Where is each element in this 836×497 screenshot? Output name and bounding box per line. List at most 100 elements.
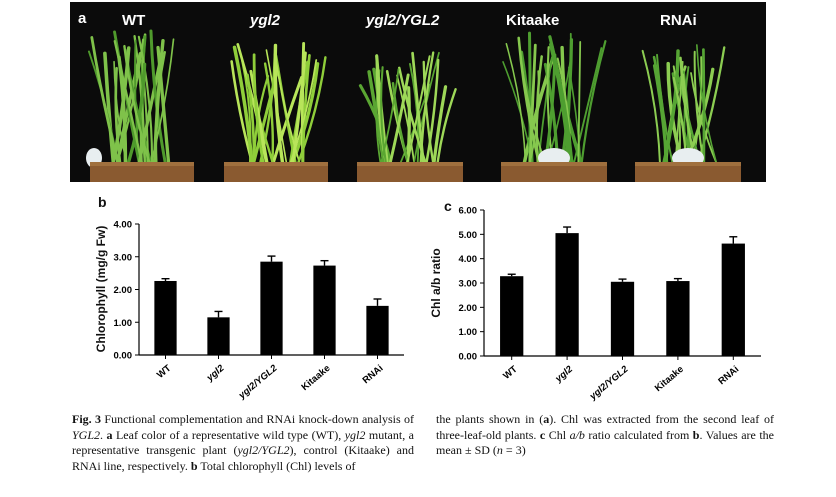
pot-rim	[357, 162, 463, 166]
caption-fragment: a	[543, 412, 550, 426]
caption-fragment: mutant, a representative transgenic plan…	[72, 427, 415, 458]
leaf	[422, 60, 435, 164]
leaf	[113, 40, 143, 164]
leaf	[641, 49, 661, 163]
chart-c: 0.00 1.00 2.00 3.00 4.00 5.00 6.00 WT ygl2 ygl2/Y…	[459, 206, 761, 403]
caption-fragment: ratio calculated from	[584, 427, 693, 442]
leaf	[263, 62, 275, 164]
bar	[154, 280, 177, 355]
leaf	[90, 36, 120, 164]
leaf	[519, 58, 546, 163]
leaf	[528, 43, 537, 164]
panel-b-letter: b	[98, 194, 107, 210]
bar	[260, 261, 283, 355]
panel-c-letter: c	[444, 198, 452, 214]
photo-label-ygl2: ygl2	[250, 12, 281, 29]
pot	[357, 162, 463, 182]
plant-pot-4	[635, 44, 741, 182]
leaf	[537, 56, 553, 163]
leaf	[697, 46, 726, 164]
bar	[666, 281, 690, 356]
leaf	[230, 60, 254, 164]
pot	[501, 162, 607, 182]
pot-rim	[224, 162, 328, 166]
figure-caption-right: the plants shown in (a). Chl was extract…	[436, 412, 774, 459]
x-tick-label: Kitaake	[653, 364, 686, 394]
y-tick-label: 0.00	[459, 352, 478, 363]
photo-label-kitaake: Kitaake	[506, 12, 560, 29]
leaf	[656, 53, 674, 163]
plant-photo-panel: a WT ygl2 ygl2/YGL2 Kitaake RNAi	[70, 2, 766, 182]
bar	[207, 317, 230, 355]
leaf	[289, 59, 318, 163]
leaf	[274, 57, 301, 163]
leaf	[149, 29, 167, 164]
leaf	[123, 44, 151, 164]
caption-fragment: .	[100, 427, 107, 442]
leaf	[380, 66, 387, 164]
caption-fragment: a/b	[569, 427, 585, 442]
photo-label-rnai: RNAi	[660, 12, 697, 29]
plant-pot-1	[224, 41, 328, 182]
caption-fragment: ygl2/YGL2	[237, 443, 290, 457]
bar	[555, 233, 579, 356]
caption-fragment: ygl2	[344, 427, 366, 442]
leaf	[252, 53, 265, 164]
y-tick-label: 0.00	[114, 351, 133, 362]
caption-fragment: = 3)	[502, 443, 526, 457]
chart-b: 0.00 1.00 2.00 3.00 4.00 WT ygl2 ygl2/YGL2 Kitaa…	[114, 220, 404, 402]
y-tick-label: 4.00	[459, 254, 478, 265]
pot-rim	[635, 162, 741, 166]
caption-fragment: . Values are the mean ± SD (	[436, 427, 774, 458]
y-tick-label: 1.00	[459, 327, 478, 338]
photo-label-wt: WT	[122, 12, 146, 29]
y-tick-label: 5.00	[459, 230, 478, 241]
y-tick-label: 2.00	[459, 303, 478, 314]
chart-c-svg: 0.00 1.00 2.00 3.00 4.00 5.00 6.00 WT ygl2 ygl2/Y…	[459, 206, 761, 403]
leaf	[517, 36, 541, 164]
caption-fragment: Functional complementation and RNAi knoc…	[101, 412, 414, 426]
figure-caption-left: Fig. 3 Functional complementation and RN…	[72, 412, 414, 474]
pot-rim	[501, 162, 607, 166]
y-tick-label: 2.00	[114, 285, 133, 296]
leaf	[301, 53, 311, 164]
bar	[721, 243, 745, 356]
leaf	[436, 88, 457, 164]
caption-fragment: b	[190, 458, 198, 473]
y-tick-label: 4.00	[114, 220, 133, 231]
y-tick-label: 3.00	[114, 252, 133, 263]
leaf	[126, 62, 147, 164]
leaf	[113, 60, 128, 163]
leaf	[411, 51, 425, 164]
leaf	[505, 42, 527, 163]
leaf	[548, 35, 574, 164]
plant-pot-0	[86, 29, 194, 182]
caption-fragment: Leaf color of a representative wild type…	[112, 427, 345, 442]
leaf	[577, 41, 582, 163]
pot	[224, 162, 328, 182]
y-tick-label: 3.00	[459, 279, 478, 290]
leaf	[232, 45, 254, 164]
leaf	[246, 73, 256, 164]
caption-fragment: n	[496, 443, 503, 457]
caption-fragment: Fig. 3	[72, 412, 102, 426]
plant-pot-3	[501, 31, 607, 182]
leaf	[388, 73, 410, 164]
caption-fragment: Total chlorophyll (Chl) levels of	[197, 458, 356, 473]
x-tick-label: ygl2/YGL2	[587, 363, 631, 402]
leaf	[249, 69, 269, 164]
leaf	[114, 66, 122, 164]
caption-fragment: c	[539, 427, 546, 442]
plant-pot-2	[357, 51, 463, 182]
x-tick-label: RNAi	[716, 364, 741, 387]
caption-fragment: b	[692, 427, 700, 442]
leaf	[432, 85, 448, 164]
y-tick-label: 1.00	[114, 318, 133, 329]
leaf	[573, 47, 603, 163]
bar	[610, 281, 635, 356]
leaf	[529, 70, 540, 163]
photo-label-ygl2-ygl2: ygl2/YGL2	[366, 12, 440, 29]
caption-fragment: Chl	[545, 427, 570, 442]
panel-a-letter: a	[78, 10, 87, 27]
